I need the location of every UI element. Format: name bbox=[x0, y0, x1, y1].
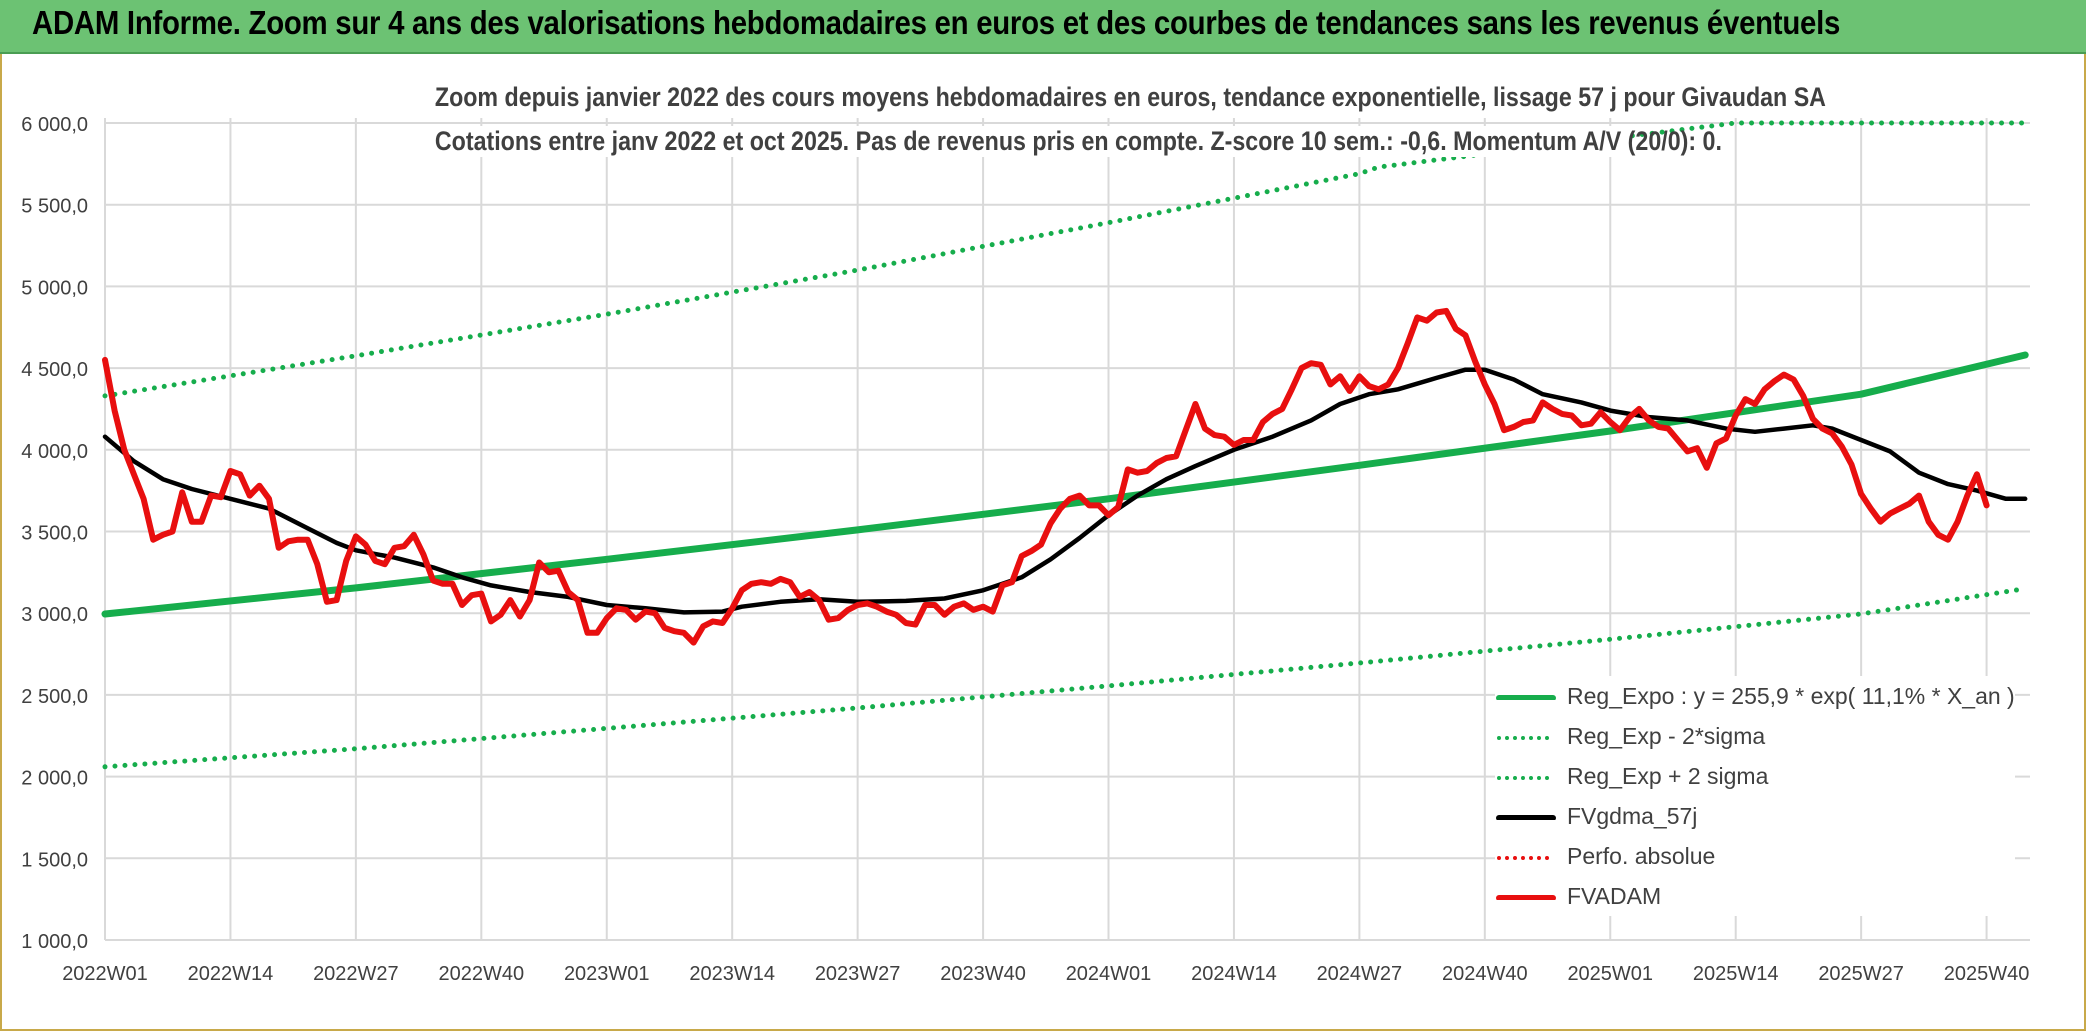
legend-swatch bbox=[1496, 895, 1556, 900]
y-tick-label: 1 000,0 bbox=[21, 931, 88, 953]
y-tick-label: 1 500,0 bbox=[21, 849, 88, 871]
legend-label: Reg_Exp - 2*sigma bbox=[1567, 722, 1766, 749]
x-tick-label: 2022W27 bbox=[313, 963, 399, 985]
series-low-line bbox=[102, 586, 2028, 770]
legend-label: Perfo. absolue bbox=[1567, 842, 1716, 869]
report-header: ADAM Informe. Zoom sur 4 ans des valoris… bbox=[0, 0, 2086, 54]
chart-title-line-1: Zoom depuis janvier 2022 des cours moyen… bbox=[428, 82, 1826, 113]
report-title: ADAM Informe. Zoom sur 4 ans des valoris… bbox=[32, 4, 1841, 41]
chart-legend: Reg_Expo : y = 255,9 * exp( 11,1% * X_an… bbox=[1495, 676, 2015, 916]
legend-item: Reg_Exp - 2*sigma bbox=[1495, 716, 2015, 756]
x-tick-label: 2024W01 bbox=[1066, 963, 1152, 985]
y-tick-label: 5 500,0 bbox=[21, 196, 88, 218]
legend-swatch bbox=[1496, 695, 1556, 700]
x-tick-label: 2022W01 bbox=[62, 963, 148, 985]
x-tick-label: 2023W27 bbox=[815, 963, 901, 985]
y-tick-label: 2 500,0 bbox=[21, 686, 88, 708]
x-tick-label: 2023W14 bbox=[689, 963, 775, 985]
legend-item: FVADAM bbox=[1495, 876, 2015, 916]
legend-label: FVADAM bbox=[1567, 882, 1662, 909]
x-tick-label: 2022W14 bbox=[188, 963, 274, 985]
legend-swatch bbox=[1497, 776, 1555, 780]
y-tick-label: 3 500,0 bbox=[21, 523, 88, 545]
legend-item: FVgdma_57j bbox=[1495, 796, 2015, 836]
y-tick-label: 6 000,0 bbox=[21, 114, 88, 136]
legend-label: Reg_Expo : y = 255,9 * exp( 11,1% * X_an… bbox=[1567, 682, 2015, 709]
chart-frame bbox=[0, 54, 2086, 1031]
x-tick-label: 2024W40 bbox=[1442, 963, 1528, 985]
x-tick-label: 2024W14 bbox=[1191, 963, 1277, 985]
legend-item: Reg_Exp + 2 sigma bbox=[1495, 756, 2015, 796]
x-tick-label: 2025W14 bbox=[1693, 963, 1779, 985]
y-tick-label: 4 000,0 bbox=[21, 441, 88, 463]
y-tick-label: 4 500,0 bbox=[21, 359, 88, 381]
legend-swatch bbox=[1497, 736, 1555, 740]
x-tick-label: 2025W01 bbox=[1567, 963, 1653, 985]
series-reg-line bbox=[101, 351, 2029, 618]
series-high-line bbox=[102, 120, 2028, 399]
y-tick-label: 2 000,0 bbox=[21, 768, 88, 790]
series-price-line bbox=[102, 307, 1990, 646]
chart-title-line-2: Cotations entre janv 2022 et oct 2025. P… bbox=[428, 126, 1722, 157]
legend-swatch bbox=[1497, 856, 1555, 860]
x-tick-label: 2025W40 bbox=[1944, 963, 2030, 985]
legend-item: Perfo. absolue bbox=[1495, 836, 2015, 876]
legend-item: Reg_Expo : y = 255,9 * exp( 11,1% * X_an… bbox=[1495, 676, 2015, 716]
legend-label: FVgdma_57j bbox=[1567, 802, 1698, 829]
x-tick-label: 2025W27 bbox=[1818, 963, 1904, 985]
x-tick-label: 2023W01 bbox=[564, 963, 650, 985]
x-tick-label: 2024W27 bbox=[1317, 963, 1403, 985]
legend-swatch bbox=[1496, 815, 1556, 820]
y-tick-label: 5 000,0 bbox=[21, 277, 88, 299]
legend-label: Reg_Exp + 2 sigma bbox=[1567, 762, 1769, 789]
series-smooth-line bbox=[102, 367, 2028, 615]
y-tick-label: 3 000,0 bbox=[21, 604, 88, 626]
x-tick-label: 2022W40 bbox=[439, 963, 525, 985]
x-tick-label: 2023W40 bbox=[940, 963, 1026, 985]
